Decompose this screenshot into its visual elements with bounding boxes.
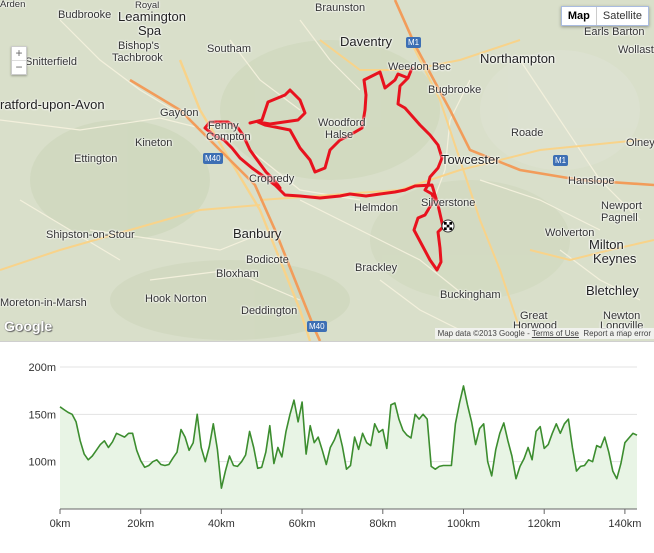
place-bishops-tachbrook-1: Bishop's	[118, 40, 160, 52]
place-stratford-upon-avon: ratford-upon-Avon	[0, 97, 105, 112]
x-tick-label: 140km	[608, 518, 641, 530]
y-tick-label: 150m	[28, 409, 56, 421]
place-fenny-compton-1: Fenny	[208, 120, 239, 132]
x-tick-label: 20km	[127, 518, 154, 530]
elevation-line	[59, 385, 638, 489]
place-towcester: Towcester	[441, 152, 500, 167]
report-map-error-link[interactable]: Report a map error	[583, 329, 651, 338]
place-daventry: Daventry	[340, 34, 393, 49]
main-roads	[0, 39, 654, 341]
place-hook-norton: Hook Norton	[145, 293, 207, 305]
place-cropredy: Cropredy	[249, 173, 295, 185]
place-arden: Arden	[0, 0, 26, 10]
elevation-chart-svg: 100m 150m 200m 0km 20km 40km 60km 80km 100km 120k…	[28, 362, 641, 530]
place-bloxham: Bloxham	[216, 268, 259, 280]
place-wollaston: Wollast	[618, 44, 654, 56]
finish-flag-icon[interactable]	[441, 219, 455, 233]
map-data-text: Map data ©2013 Google	[437, 329, 525, 338]
place-bodicote: Bodicote	[246, 254, 289, 266]
zoom-control: + −	[11, 46, 27, 75]
x-tick-label: 0km	[50, 518, 71, 530]
place-woodford-halse-1: Woodford	[318, 117, 366, 129]
place-earls-barton: Earls Barton	[584, 26, 645, 38]
place-brackley: Brackley	[355, 262, 398, 274]
place-royal: Royal	[135, 0, 160, 11]
place-snitterfield: Snitterfield	[25, 56, 77, 68]
motorway-shield-m40: M40	[307, 321, 327, 332]
place-banbury: Banbury	[233, 226, 282, 241]
place-budbrooke: Budbrooke	[58, 9, 112, 21]
place-gaydon: Gaydon	[160, 107, 199, 119]
place-northampton: Northampton	[480, 51, 556, 66]
terms-of-use-link[interactable]: Terms of Use	[531, 329, 579, 338]
place-woodford-halse-2: Halse	[325, 129, 354, 141]
route-line	[203, 66, 445, 272]
chart-area-layer	[59, 385, 638, 509]
place-fenny-compton-2: Compton	[206, 131, 251, 143]
map-attribution: Map data ©2013 Google - Terms of Use Rep…	[434, 328, 654, 339]
place-southam: Southam	[207, 43, 252, 55]
zoom-out-button[interactable]: −	[12, 60, 26, 74]
y-tick-label: 100m	[28, 457, 56, 469]
x-tick-label: 60km	[289, 518, 316, 530]
map-type-control: Map Satellite	[560, 6, 649, 26]
x-tick-label: 120km	[528, 518, 561, 530]
place-wolverton: Wolverton	[545, 227, 595, 239]
place-silverstone: Silverstone	[421, 197, 476, 209]
place-weedon-bec: Weedon Bec	[388, 61, 451, 73]
place-buckingham: Buckingham	[440, 289, 501, 301]
chart-axes: 100m 150m 200m 0km 20km 40km 60km 80km 100km 120k…	[28, 362, 641, 530]
motorway-shield-m1: M1	[553, 155, 569, 166]
map-view[interactable]: Arden Budbrooke Royal Leamington Spa Bra…	[0, 0, 654, 341]
y-tick-label: 200m	[28, 362, 56, 374]
place-newton-longville-1: Newton	[603, 310, 641, 322]
map-canvas[interactable]	[0, 0, 654, 341]
motorway-shield-m40: M40	[203, 153, 223, 164]
map-chart-divider	[0, 341, 654, 342]
x-tick-label: 100km	[447, 518, 480, 530]
place-spa: Spa	[138, 23, 162, 38]
zoom-in-button[interactable]: +	[15, 46, 23, 60]
place-leamington: Leamington	[118, 9, 186, 24]
place-braunston: Braunston	[315, 2, 366, 14]
place-roade: Roade	[511, 127, 544, 139]
place-bletchley: Bletchley	[586, 283, 639, 298]
place-deddington: Deddington	[241, 305, 298, 317]
terrain-patches	[30, 40, 640, 340]
place-great-horwood-1: Great	[520, 310, 548, 322]
place-ettington: Ettington	[74, 153, 118, 165]
place-moreton-in-marsh: Moreton-in-Marsh	[0, 297, 87, 309]
map-type-map-button[interactable]: Map	[567, 10, 590, 22]
place-bugbrooke: Bugbrooke	[428, 84, 482, 96]
minor-roads	[0, 19, 641, 331]
google-logo[interactable]: Google	[4, 318, 53, 334]
place-hanslope: Hanslope	[568, 175, 615, 187]
place-bishops-tachbrook-2: Tachbrook	[112, 52, 163, 64]
x-tick-label: 80km	[369, 518, 396, 530]
x-tick-label: 40km	[208, 518, 235, 530]
motorway-shield-m1: M1	[406, 37, 422, 48]
place-kineton: Kineton	[135, 137, 173, 149]
place-shipston-on-stour: Shipston-on-Stour	[46, 229, 135, 241]
place-newport-pagnell-2: Pagnell	[601, 212, 638, 224]
place-milton-keynes-2: Keynes	[593, 251, 637, 266]
map-type-satellite-button[interactable]: Satellite	[595, 7, 648, 25]
elevation-area-fill	[60, 385, 637, 509]
place-milton-keynes-1: Milton	[589, 237, 624, 252]
place-helmdon: Helmdon	[354, 202, 399, 214]
attribution-separator: -	[524, 329, 532, 338]
place-olney: Olney	[626, 137, 654, 149]
elevation-chart: 100m 150m 200m 0km 20km 40km 60km 80km 100km 120k…	[0, 342, 654, 548]
place-newport-pagnell-1: Newport	[601, 200, 642, 212]
